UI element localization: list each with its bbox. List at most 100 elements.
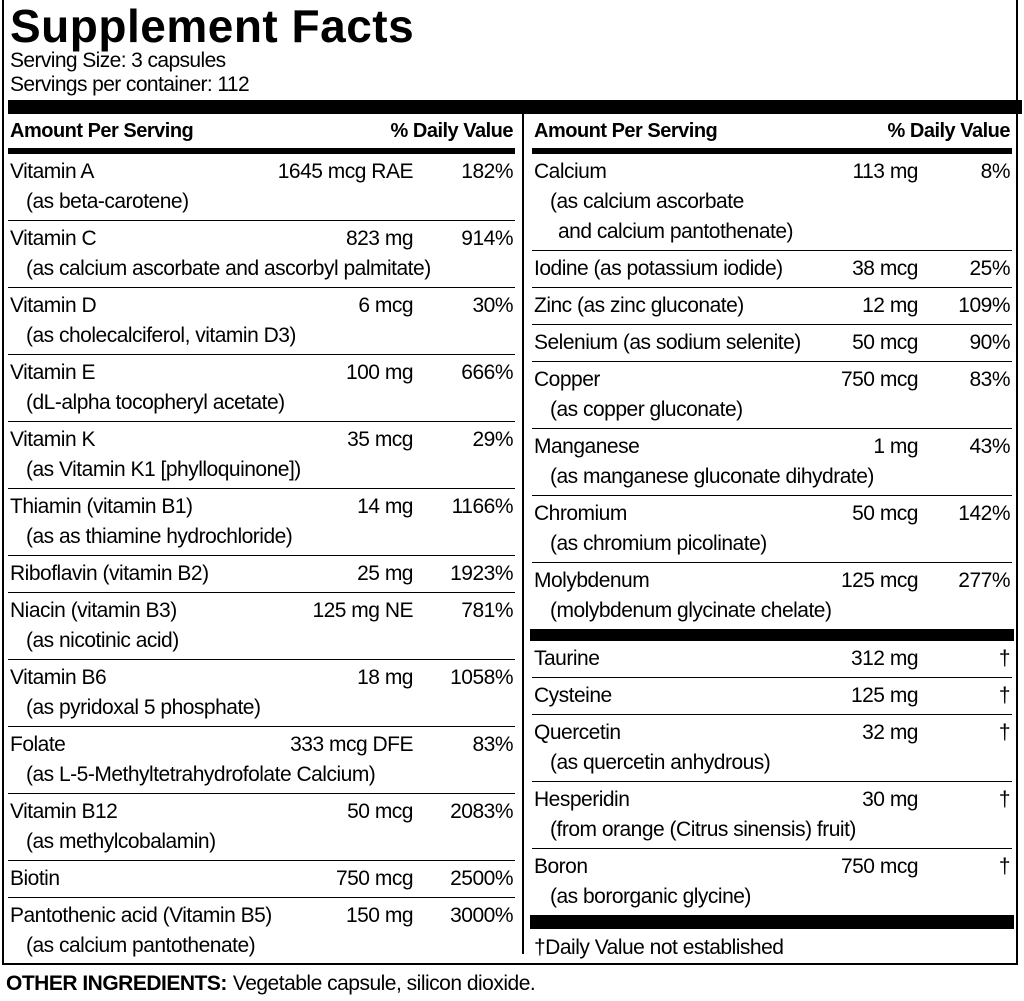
nutrient-name: Niacin (vitamin B3) [10, 599, 177, 622]
nutrient-name: Riboflavin (vitamin B2) [10, 562, 209, 585]
nutrient-row: Riboflavin (vitamin B2) 25 mg 1923% [8, 556, 515, 593]
daily-value: † [998, 721, 1011, 744]
rows: Taurine 312 mg † Cysteine 125 mg † Quercetin 32… [532, 641, 1012, 915]
nutrient-row: Cysteine 125 mg † [532, 678, 1012, 715]
nutrient-row: Biotin 750 mcg 2500% [8, 861, 515, 898]
nutrient-name: Thiamin (vitamin B1) [10, 495, 193, 518]
amount: 50 mcg [852, 502, 918, 525]
rows: Calcium 113 mg 8% (as calcium ascorbate and … [532, 154, 1012, 629]
other-ingredients: OTHER INGREDIENTS: Vegetable capsule, sil… [6, 970, 536, 998]
column-divider [522, 114, 524, 954]
nutrient-name: Vitamin A [10, 160, 94, 183]
amount: 12 mg [862, 294, 918, 317]
daily-value: 83% [969, 368, 1010, 391]
thick-rule [530, 629, 1014, 641]
nutrient-row: Selenium (as sodium selenite) 50 mcg 90% [532, 325, 1012, 362]
nutrient-row: Vitamin A 1645 mcg RAE 182% (as beta-carote… [8, 154, 515, 221]
nutrient-name: Molybdenum [534, 569, 650, 592]
row-main: Boron 750 mcg † [534, 852, 1011, 882]
column-header: Amount Per Serving % Daily Value [8, 114, 515, 154]
daily-value: † [998, 647, 1011, 670]
daily-value: 90% [969, 331, 1010, 354]
amount: 32 mg [862, 721, 918, 744]
nutrient-source: (as nicotinic acid) [26, 629, 179, 652]
daily-value: † [998, 684, 1011, 707]
amount: 125 mcg [840, 569, 919, 592]
row-main: Riboflavin (vitamin B2) 25 mg 1923% [10, 559, 514, 589]
nutrient-name: Calcium [534, 160, 607, 183]
row-main: Zinc (as zinc gluconate) 12 mg 109% [534, 291, 1011, 321]
row-main: Folate 333 mcg DFE 83% [10, 730, 514, 760]
nutrient-name: Vitamin K [10, 428, 96, 451]
nutrient-row: Vitamin E 100 mg 666% (dL-alpha tocopheryl … [8, 355, 515, 422]
nutrient-source: (as manganese gluconate dihydrate) [550, 465, 874, 488]
nutrient-row: Vitamin D 6 mcg 30% (as cholecalciferol, vi… [8, 288, 515, 355]
row-main: Chromium 50 mcg 142% [534, 499, 1011, 529]
daily-value: † [998, 788, 1011, 811]
daily-value: 182% [461, 160, 513, 183]
row-main: Pantothenic acid (Vitamin B5) 150 mg 3000% [10, 901, 514, 931]
row-main: Vitamin C 823 mg 914% [10, 224, 514, 254]
amount: 50 mcg [852, 331, 918, 354]
nutrient-source: (as bororganic glycine) [550, 885, 751, 908]
daily-value: 29% [472, 428, 513, 451]
daily-value: 666% [461, 361, 513, 384]
daily-value: 8% [980, 160, 1011, 183]
daily-value: 3000% [450, 904, 513, 927]
nutrient-row: Hesperidin 30 mg † (from orange (Citrus sin… [532, 782, 1012, 849]
nutrient-source: (as L-5-Methyltetrahydrofolate Calcium) [26, 763, 376, 786]
nutrient-row: Thiamin (vitamin B1) 14 mg 1166% (as as thi… [8, 489, 515, 556]
amount: 750 mcg [840, 855, 919, 878]
nutrient-source: and calcium pantothenate) [558, 220, 794, 243]
daily-value: 25% [969, 257, 1010, 280]
daily-value: 914% [461, 227, 513, 250]
nutrient-source: (dL-alpha tocopheryl acetate) [26, 391, 285, 414]
nutrient-row: Calcium 113 mg 8% (as calcium ascorbate and … [532, 154, 1012, 251]
nutrient-source: (as beta-carotene) [26, 190, 189, 213]
nutrient-name: Boron [534, 855, 588, 878]
row-main: Cysteine 125 mg † [534, 681, 1011, 711]
nutrient-row: Vitamin K 35 mcg 29% (as Vitamin K1 [phyllo… [8, 422, 515, 489]
amount: 38 mcg [852, 257, 918, 280]
row-main: Biotin 750 mcg 2500% [10, 864, 514, 894]
serving-size: Serving Size: 3 capsules [10, 49, 226, 72]
nutrient-name: Chromium [534, 502, 627, 525]
nutrient-name: Taurine [534, 647, 600, 670]
daily-value: 1058% [450, 666, 513, 689]
row-main: Niacin (vitamin B3) 125 mg NE 781% [10, 596, 514, 626]
thick-rule [8, 100, 1022, 114]
daily-value: 43% [969, 435, 1010, 458]
nutrient-name: Vitamin B12 [10, 800, 118, 823]
nutrient-name: Quercetin [534, 721, 621, 744]
nutrient-source: (as as thiamine hydrochloride) [26, 525, 293, 548]
amount: 30 mg [862, 788, 918, 811]
nutrient-source: (as Vitamin K1 [phylloquinone]) [26, 458, 301, 481]
label-border [2, 0, 1018, 965]
daily-value: 2083% [450, 800, 513, 823]
nutrient-name: Vitamin C [10, 227, 97, 250]
nutrient-name: Cysteine [534, 684, 612, 707]
amount: 1 mg [873, 435, 918, 458]
daily-value: 1923% [450, 562, 513, 585]
amount: 35 mcg [347, 428, 413, 451]
amount: 333 mcg DFE [290, 733, 413, 756]
nutrient-row: Iodine (as potassium iodide) 38 mcg 25% [532, 251, 1012, 288]
amount: 6 mcg [358, 294, 413, 317]
row-main: Vitamin B6 18 mg 1058% [10, 663, 514, 693]
nutrient-row: Folate 333 mcg DFE 83% (as L-5-Methyltetrah… [8, 727, 515, 794]
nutrient-row: Niacin (vitamin B3) 125 mg NE 781% (as nico… [8, 593, 515, 660]
amount: 312 mg [850, 647, 919, 670]
footnote: †Daily Value not established [534, 936, 784, 959]
row-main: Vitamin B12 50 mcg 2083% [10, 797, 514, 827]
row-main: Vitamin E 100 mg 666% [10, 358, 514, 388]
nutrient-source: (from orange (Citrus sinensis) fruit) [550, 818, 856, 841]
nutrient-row: Molybdenum 125 mcg 277% (molybdenum glycina… [532, 563, 1012, 629]
nutrient-source: (as calcium ascorbate and ascorbyl palmi… [26, 257, 431, 280]
row-main: Iodine (as potassium iodide) 38 mcg 25% [534, 254, 1011, 284]
amount: 823 mg [345, 227, 414, 250]
nutrient-name: Copper [534, 368, 600, 391]
daily-value: † [998, 855, 1011, 878]
nutrient-row: Vitamin B6 18 mg 1058% (as pyridoxal 5 phos… [8, 660, 515, 727]
nutrient-row: Boron 750 mcg † (as bororganic glycine) [532, 849, 1012, 915]
